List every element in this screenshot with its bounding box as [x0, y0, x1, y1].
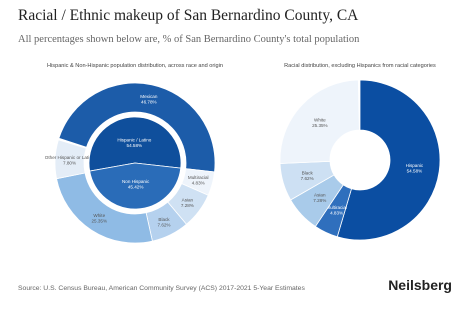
- segment-category: Multiracial: [326, 205, 347, 210]
- segment-label: Black 7.62%: [301, 170, 314, 181]
- segment-category: Black: [302, 170, 314, 175]
- segment-value: 7.80%: [63, 160, 76, 165]
- segment-label: Multiracial 4.83%: [326, 205, 347, 216]
- segment-value: 7.28%: [181, 203, 194, 208]
- chart-title: Racial distribution, excluding Hispanics…: [284, 63, 436, 69]
- segment-category: Other Hispanic or Latino: [45, 155, 95, 160]
- chart-title: Hispanic & Non-Hispanic population distr…: [47, 63, 223, 69]
- segment-value: 7.62%: [157, 222, 170, 227]
- page-title: Racial / Ethnic makeup of San Bernardino…: [18, 7, 359, 24]
- segment-label: Hispanic / Latino 54.58%: [117, 137, 151, 148]
- donut-segment: [58, 82, 216, 173]
- segment-value: 7.28%: [313, 198, 326, 203]
- segment-value: 25.35%: [91, 218, 107, 223]
- segment-category: Mexican: [140, 94, 158, 99]
- segment-label: Other Hispanic or Latino 7.80%: [45, 155, 95, 166]
- donut-segment: [54, 139, 87, 180]
- source-note: Source: U.S. Census Bureau, American Com…: [18, 285, 305, 292]
- donut-segment: [88, 116, 182, 172]
- segment-label: White 25.35%: [312, 117, 328, 128]
- segment-category: White: [314, 117, 326, 122]
- segment-category: Hispanic: [406, 163, 424, 168]
- segment-category: Hispanic / Latino: [117, 137, 151, 142]
- segment-value: 4.83%: [330, 210, 343, 215]
- donut-segment: [279, 79, 360, 164]
- segment-category: White: [93, 213, 105, 218]
- segment-label: Multiracial 4.83%: [188, 175, 209, 186]
- segment-label: Asian 7.28%: [181, 197, 194, 208]
- segment-value: 4.83%: [192, 181, 205, 186]
- segment-category: Asian: [314, 193, 326, 198]
- segment-value: 54.58%: [127, 143, 143, 148]
- segment-value: 25.35%: [312, 123, 328, 128]
- segment-label: Non Hispanic 45.42%: [122, 179, 150, 190]
- segment-category: Non Hispanic: [122, 179, 150, 184]
- segment-label: Asian 7.28%: [313, 193, 326, 204]
- segment-category: Multiracial: [188, 175, 209, 180]
- brand-logo: Neilsberg: [388, 277, 452, 293]
- segment-label: Mexican 46.78%: [140, 94, 158, 105]
- page-subtitle: All percentages shown below are, % of Sa…: [18, 34, 360, 45]
- segment-value: 7.62%: [301, 176, 314, 181]
- donut-segment: [336, 79, 441, 241]
- segment-label: Black 7.62%: [157, 217, 170, 228]
- segment-category: Asian: [182, 197, 194, 202]
- segment-category: Black: [158, 217, 170, 222]
- segment-value: 54.58%: [407, 168, 423, 173]
- segment-label: Hispanic 54.58%: [406, 163, 424, 174]
- segment-label: White 25.35%: [91, 213, 107, 224]
- segment-value: 45.42%: [128, 184, 144, 189]
- donut-segment: [89, 162, 182, 210]
- segment-value: 46.78%: [141, 100, 157, 105]
